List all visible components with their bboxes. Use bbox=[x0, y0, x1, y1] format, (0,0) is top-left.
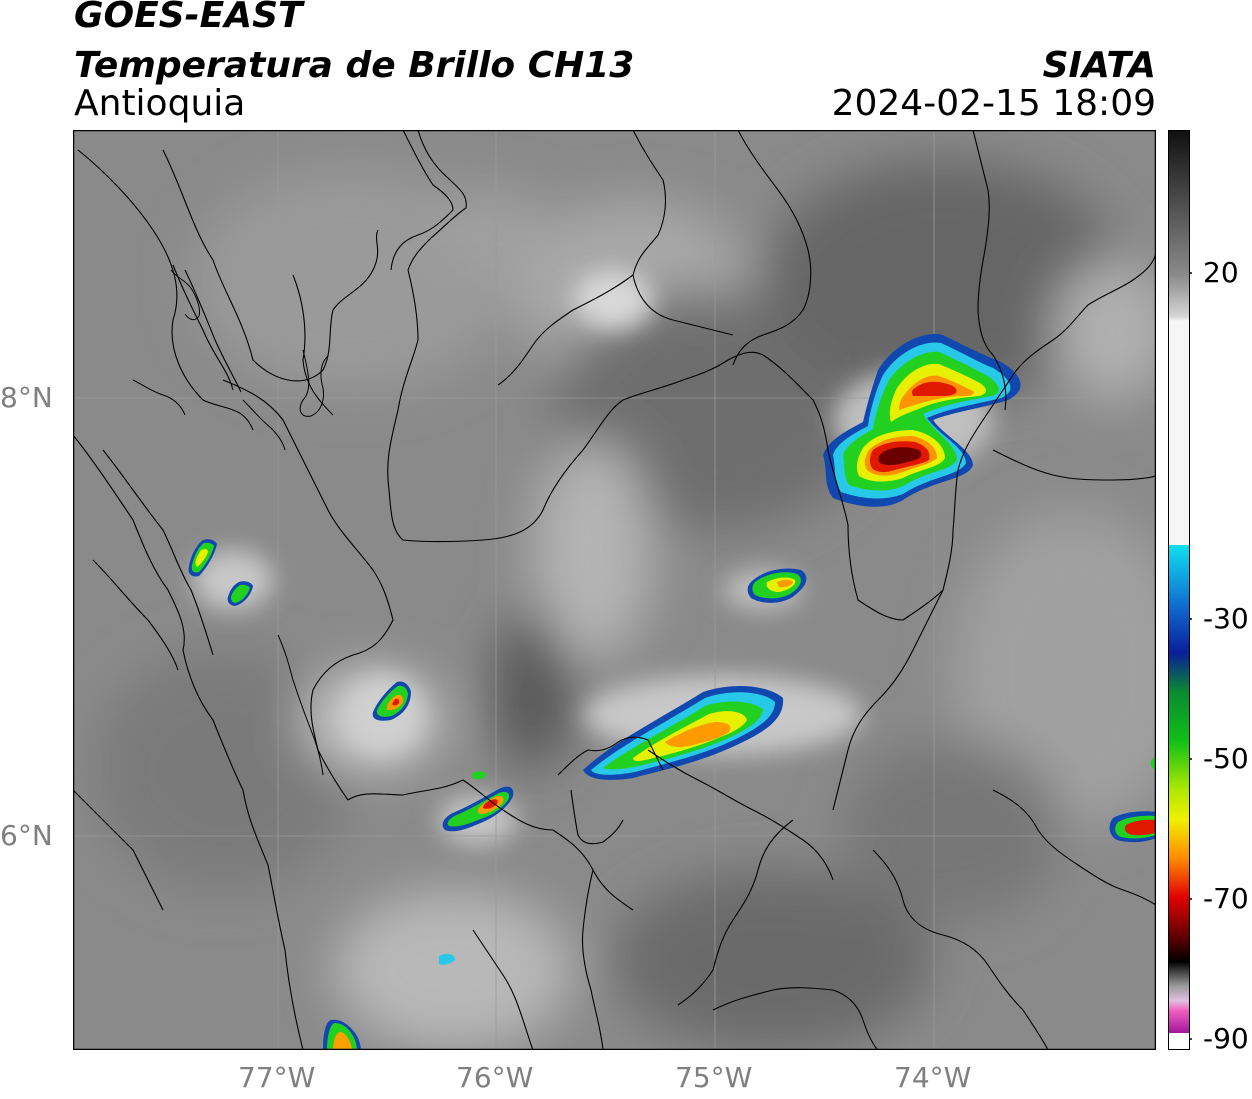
region-label: Antioquia bbox=[74, 83, 246, 124]
colorbar-tick-neg50: -50 bbox=[1203, 742, 1249, 775]
storm-west-2 bbox=[227, 581, 253, 606]
map-frame bbox=[73, 130, 1156, 1050]
storm-south bbox=[323, 953, 455, 1050]
storm-east-small bbox=[747, 568, 807, 603]
storm-west-3 bbox=[372, 681, 411, 721]
datetime-label: 2024-02-15 18:09 bbox=[831, 83, 1156, 124]
storm-west-1 bbox=[188, 539, 217, 577]
storm-central bbox=[583, 686, 784, 780]
lon-label-75w: 75°W bbox=[675, 1061, 753, 1094]
colorbar-tick-neg70: -70 bbox=[1203, 882, 1249, 915]
satellite-map[interactable] bbox=[73, 130, 1156, 1050]
lon-label-77w: 77°W bbox=[238, 1061, 316, 1094]
satellite-title: GOES-EAST bbox=[74, 0, 303, 36]
boundaries bbox=[73, 130, 1156, 1050]
colorbar-tick-20: 20 bbox=[1203, 256, 1239, 289]
lon-label-76w: 76°W bbox=[456, 1061, 534, 1094]
storm-northeast bbox=[823, 334, 1021, 507]
product-title: Temperatura de Brillo CH13 bbox=[74, 45, 635, 86]
agency-label: SIATA bbox=[1042, 45, 1156, 86]
coastline bbox=[132, 269, 329, 776]
storm-west-4 bbox=[442, 771, 514, 832]
lat-label-6n: 6°N bbox=[0, 819, 53, 852]
lon-label-74w: 74°W bbox=[894, 1061, 972, 1094]
colorbar-tick-neg90: -90 bbox=[1203, 1022, 1249, 1055]
colorbar-tick-neg30: -30 bbox=[1203, 602, 1249, 635]
lat-label-8n: 8°N bbox=[0, 381, 53, 414]
storm-far-east bbox=[1109, 757, 1156, 843]
colorbar bbox=[1168, 130, 1192, 1050]
